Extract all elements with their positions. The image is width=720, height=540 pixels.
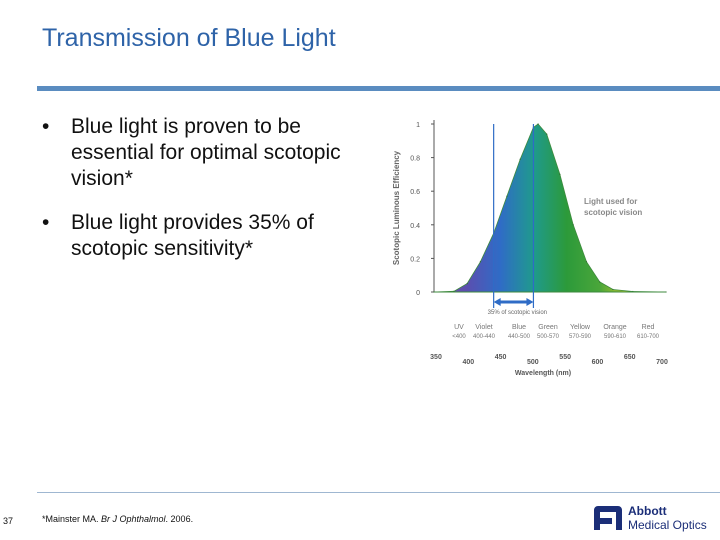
bullet-text: Blue light is proven to be essential for…: [71, 115, 341, 190]
annotation-line: scotopic vision: [584, 208, 642, 217]
y-tick-label: 1: [416, 122, 420, 129]
arrow-head-left: [493, 298, 501, 306]
footnote: *Mainster MA. Br J Ophthalmol. 2006.: [42, 514, 193, 524]
spectrum-band-name: Orange: [603, 324, 626, 331]
slide-title: Transmission of Blue Light: [42, 24, 336, 52]
logo-line-division: Medical Optics: [628, 518, 707, 532]
footnote-journal: Br J Ophthalmol: [101, 514, 166, 524]
curve-point: [585, 261, 588, 263]
x-tick-label: 700: [656, 359, 668, 366]
spectrum-band-range: 440-500: [508, 334, 531, 340]
curve-point: [599, 281, 601, 283]
x-tick-label: 400: [462, 359, 474, 366]
x-tick-label: 450: [495, 354, 507, 361]
x-tick-label: 350: [430, 354, 442, 361]
x-axis-title: Wavelength (nm): [515, 370, 571, 377]
x-tick-label: 550: [559, 354, 571, 361]
curve-point: [559, 173, 561, 175]
chart-svg: 0 0.2 0.4 0.6 0.8 1 Scotopic Luminous Efficien…: [392, 120, 668, 377]
spectrum-band-name: Blue: [512, 324, 526, 331]
scotopic-efficiency-chart: 0 0.2 0.4 0.6 0.8 1 Scotopic Luminous Efficien…: [386, 108, 676, 380]
spectrum-band-name: UV: [454, 324, 464, 331]
curve-point: [506, 195, 508, 197]
scotopic-curve-area: [433, 123, 667, 293]
spectrum-band-range: 500-570: [537, 334, 560, 340]
spectrum-band-range: <400: [452, 334, 466, 340]
curve-point: [572, 224, 574, 226]
footnote-author: *Mainster MA.: [42, 514, 102, 524]
curve-point: [479, 261, 481, 263]
x-tick-label: 600: [592, 359, 604, 366]
logo-wordmark: Abbott Medical Optics: [628, 504, 707, 532]
spectrum-band-name: Green: [538, 324, 558, 331]
spectrum-band-range: 570-590: [569, 334, 592, 340]
bullet-dot: •: [42, 115, 50, 138]
spectrum-band-range: 400-440: [473, 334, 496, 340]
title-rule: [37, 86, 720, 91]
x-tick-label: 500: [527, 359, 539, 366]
abbott-logo: Abbott Medical Optics: [592, 502, 716, 536]
bullet-item: • Blue light provides 35% of scotopic se…: [40, 210, 360, 262]
arrow-head-right: [526, 298, 534, 306]
y-tick-label: 0.8: [410, 156, 420, 163]
curve-point: [546, 133, 548, 135]
bullet-dot: •: [42, 211, 50, 234]
spectrum-band-range: 610-700: [637, 334, 660, 340]
spectrum-band-range: 590-610: [604, 334, 627, 340]
y-axis-title: Scotopic Luminous Efficiency: [392, 150, 401, 265]
curve-point: [519, 158, 521, 160]
bullet-item: • Blue light is proven to be essential f…: [40, 114, 360, 192]
curve-point: [466, 283, 468, 285]
curve-point: [537, 123, 539, 125]
annotation-line: Light used for: [584, 197, 637, 206]
footer-rule: [37, 492, 720, 493]
spectrum-band-name: Violet: [475, 324, 492, 331]
y-tick-label: 0: [416, 290, 420, 297]
spectrum-band-name: Yellow: [570, 324, 591, 331]
footnote-year: . 2006.: [165, 514, 194, 524]
x-tick-label: 650: [624, 354, 636, 361]
bullet-list: • Blue light is proven to be essential f…: [40, 114, 360, 280]
curve-point: [612, 288, 614, 291]
bullet-text: Blue light provides 35% of scotopic sens…: [71, 211, 314, 260]
y-tick-label: 0.4: [410, 223, 420, 230]
y-tick-label: 0.2: [410, 256, 420, 263]
page-number: 37: [3, 516, 14, 526]
logo-line-company: Abbott: [628, 504, 667, 518]
blue-band-label: 35% of scotopic vision: [488, 310, 547, 316]
abbott-logo-mark-icon: [594, 506, 622, 530]
spectrum-band-name: Red: [642, 324, 655, 331]
y-tick-label: 0.6: [410, 189, 420, 196]
